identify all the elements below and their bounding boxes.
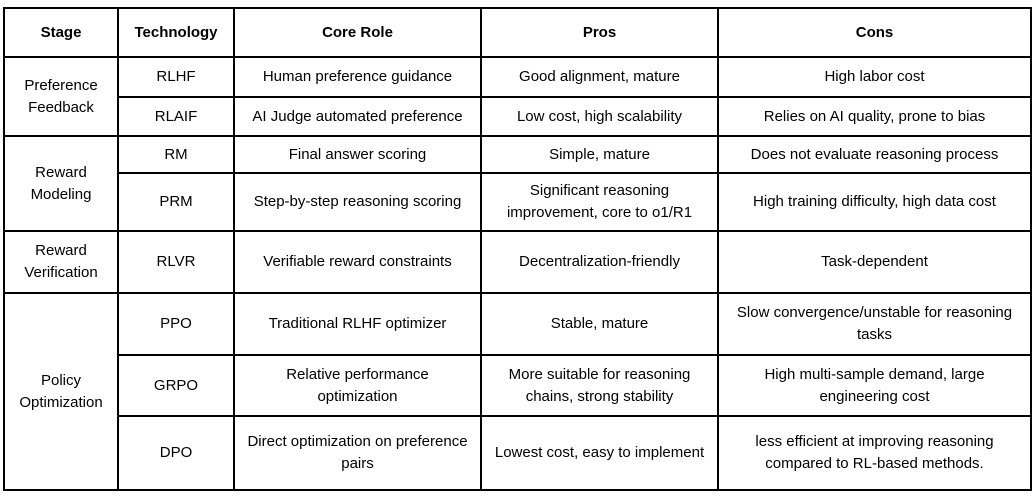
- cons-cell: High training difficulty, high data cost: [717, 172, 1032, 232]
- cons-cell: Task-dependent: [717, 230, 1032, 294]
- header-technology: Technology: [117, 7, 235, 58]
- cons-cell: less efficient at improving reasoning co…: [717, 415, 1032, 491]
- header-core-role: Core Role: [233, 7, 482, 58]
- core-role-cell: Traditional RLHF optimizer: [233, 292, 482, 356]
- pros-cell: Lowest cost, easy to implement: [480, 415, 719, 491]
- technology-cell: RLHF: [117, 56, 235, 98]
- core-role-cell: Human preference guidance: [233, 56, 482, 98]
- technology-cell: PRM: [117, 172, 235, 232]
- table-row-rlhf: Preference Feedback RLHF Human preferenc…: [3, 56, 1032, 137]
- pros-cell: Decentralization-friendly: [480, 230, 719, 294]
- header-row: Stage Technology Core Role Pros Cons: [3, 7, 1032, 58]
- table-row-rlvr: Reward Verification RLVR Verifiable rewa…: [3, 230, 1032, 294]
- stage-cell-reward-verification: Reward Verification: [3, 230, 119, 294]
- technology-cell: PPO: [117, 292, 235, 356]
- stage-cell-policy-optimization: Policy Optimization: [3, 292, 119, 491]
- table-row-rm: Reward Modeling RM Final answer scoring …: [3, 135, 1032, 232]
- technology-cell: RLAIF: [117, 96, 235, 137]
- stage-cell-reward-modeling: Reward Modeling: [3, 135, 119, 232]
- cons-cell: Slow convergence/unstable for reasoning …: [717, 292, 1032, 356]
- cons-cell: High multi-sample demand, large engineer…: [717, 354, 1032, 417]
- table-row-rlaif: RLAIF AI Judge automated preference Low …: [4, 96, 1032, 137]
- table-row-grpo: GRPO Relative performance optimization M…: [4, 354, 1032, 417]
- pros-cell: Low cost, high scalability: [480, 96, 719, 137]
- pros-cell: Stable, mature: [480, 292, 719, 356]
- table-row-ppo: Policy Optimization PPO Traditional RLHF…: [3, 292, 1032, 491]
- pros-cell: Good alignment, mature: [480, 56, 719, 98]
- rl-techniques-table: Stage Technology Core Role Pros Cons Pre…: [3, 7, 1032, 491]
- technology-cell: RM: [117, 135, 235, 174]
- table-row-dpo: DPO Direct optimization on preference pa…: [4, 415, 1032, 491]
- core-role-cell: AI Judge automated preference: [233, 96, 482, 137]
- header-cons: Cons: [717, 7, 1032, 58]
- core-role-cell: Step-by-step reasoning scoring: [233, 172, 482, 232]
- pros-cell: More suitable for reasoning chains, stro…: [480, 354, 719, 417]
- core-role-cell: Direct optimization on preference pairs: [233, 415, 482, 491]
- technology-cell: RLVR: [117, 230, 235, 294]
- cons-cell: High labor cost: [717, 56, 1032, 98]
- cons-cell: Relies on AI quality, prone to bias: [717, 96, 1032, 137]
- core-role-cell: Verifiable reward constraints: [233, 230, 482, 294]
- header-stage: Stage: [3, 7, 119, 58]
- header-pros: Pros: [480, 7, 719, 58]
- stage-cell-preference-feedback: Preference Feedback: [3, 56, 119, 137]
- core-role-cell: Relative performance optimization: [233, 354, 482, 417]
- pros-cell: Significant reasoning improvement, core …: [480, 172, 719, 232]
- pros-cell: Simple, mature: [480, 135, 719, 174]
- table-row-prm: PRM Step-by-step reasoning scoring Signi…: [4, 172, 1032, 232]
- technology-cell: GRPO: [117, 354, 235, 417]
- core-role-cell: Final answer scoring: [233, 135, 482, 174]
- cons-cell: Does not evaluate reasoning process: [717, 135, 1032, 174]
- technology-cell: DPO: [117, 415, 235, 491]
